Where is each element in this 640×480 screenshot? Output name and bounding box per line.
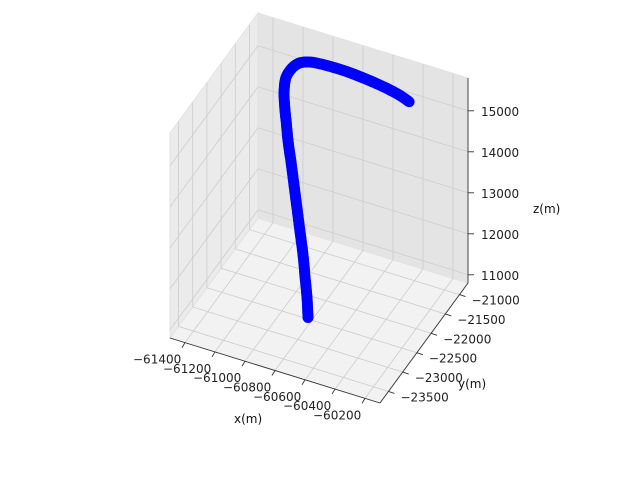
z-tick-label: 13000: [481, 187, 519, 201]
y-gridline: [249, 24, 460, 295]
z-gridline: [169, 127, 469, 249]
x-tick-label: −61200: [163, 362, 211, 376]
y-tick-mark: [402, 371, 409, 375]
z-gridline: [169, 168, 469, 290]
axis-ticks: −61400−61200−61000−60800−60600−60400−602…: [133, 105, 520, 423]
y-tick-mark: [430, 332, 438, 336]
x-tick-mark: [241, 360, 246, 367]
x-tick-mark: [331, 388, 336, 395]
x-tick-label: −60400: [283, 399, 331, 413]
z-tick-label: 12000: [481, 228, 519, 242]
z-gridline: [169, 86, 469, 208]
y-tick-mark: [416, 352, 424, 356]
y-tick-mark: [445, 313, 452, 317]
y-tick-label: −22000: [443, 332, 491, 346]
x-tick-label: −60600: [253, 390, 301, 404]
x-tick-mark: [181, 342, 186, 348]
y-tick-label: −21500: [457, 313, 505, 327]
trajectory-markers: [278, 56, 415, 323]
z-tick-label: 11000: [481, 269, 519, 283]
z-axis-label: z(m): [533, 202, 560, 216]
x-tick-mark: [361, 398, 366, 404]
y-gridline: [178, 121, 389, 392]
x-gridline: [304, 54, 394, 381]
x-tick-mark: [271, 370, 276, 376]
x-gridline: [184, 17, 274, 343]
y-tick-label: −23000: [415, 371, 463, 385]
x-tick-mark: [211, 351, 216, 358]
y-gridline: [206, 82, 418, 354]
y-gridline: [234, 44, 446, 315]
y-axis-line: [379, 282, 469, 404]
trajectory-marker: [404, 96, 415, 108]
y-tick-label: −22500: [429, 352, 477, 366]
y-tick-mark: [459, 294, 466, 298]
y-axis-label: y(m): [458, 377, 486, 391]
x-tick-mark: [301, 379, 306, 386]
y-tick-mark: [388, 390, 395, 394]
z-tick-label: 14000: [481, 146, 519, 160]
z-tick-label: 15000: [481, 105, 519, 119]
x-tick-label: −60800: [223, 381, 271, 395]
x-tick-label: −61000: [193, 371, 241, 385]
x-gridline: [364, 73, 454, 399]
y-gridline: [220, 63, 432, 334]
x-gridline: [334, 64, 424, 390]
x-gridline: [244, 36, 334, 362]
y-tick-label: −23500: [401, 390, 449, 404]
z-gridline: [169, 209, 469, 331]
y-tick-label: −21000: [472, 294, 520, 308]
y-gridline: [192, 102, 403, 373]
x-tick-label: −60200: [313, 408, 361, 422]
x-gridline: [274, 45, 364, 371]
x-tick-label: −61400: [133, 353, 181, 367]
x-axis-label: x(m): [234, 412, 262, 426]
